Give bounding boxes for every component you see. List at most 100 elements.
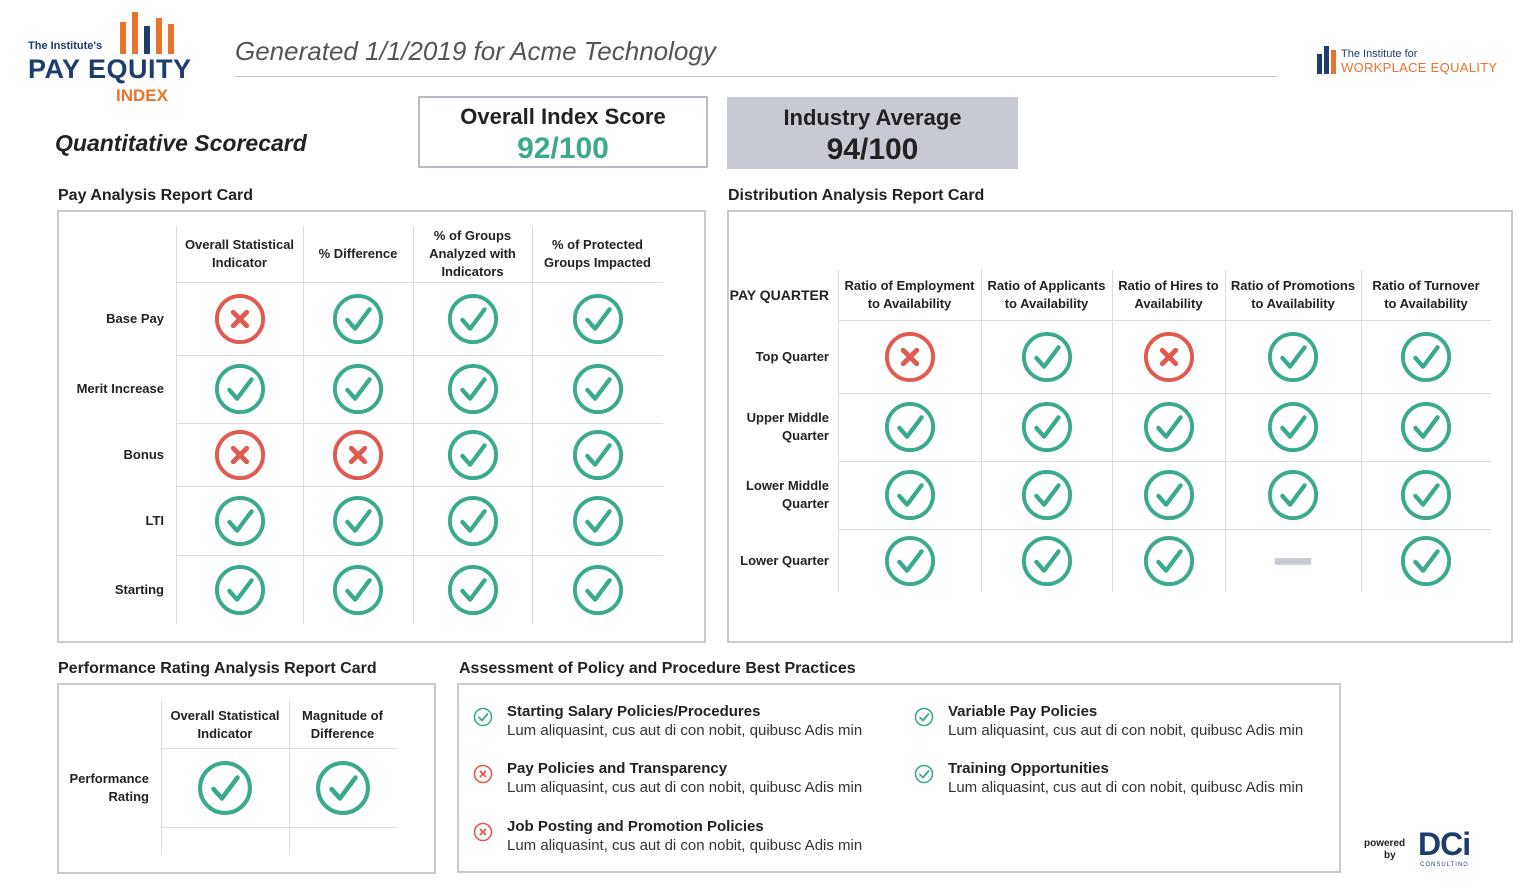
status-cell <box>214 495 266 547</box>
column-header: % Difference <box>318 246 398 261</box>
check-icon <box>572 293 623 344</box>
check-icon <box>572 363 623 415</box>
column-divider <box>289 701 290 855</box>
status-cell <box>1400 331 1452 383</box>
status-cell <box>332 293 384 345</box>
logo-index-text: INDEX <box>116 86 168 105</box>
logo-small-text: The Institute's <box>28 40 103 52</box>
status-cell <box>572 363 624 415</box>
column-divider <box>838 270 839 592</box>
status-cell <box>332 363 384 415</box>
row-label: Performance Rating <box>69 770 149 804</box>
status-cell <box>447 293 499 345</box>
status-cell <box>214 363 266 415</box>
check-icon <box>1143 401 1194 453</box>
status-cell <box>447 363 499 415</box>
status-cell <box>1267 401 1319 453</box>
status-cell <box>1400 469 1452 521</box>
status-cell <box>572 293 624 345</box>
status-cell <box>884 331 936 383</box>
practice-item: Training Opportunities Lum aliquasint, c… <box>914 760 1334 804</box>
dci-sub-text: CONSULTING <box>1420 862 1469 868</box>
pay-equity-logo: The Institute's PAY EQUITY INDEX <box>28 12 213 107</box>
practice-text: Lum aliquasint, cus aut di con nobit, qu… <box>507 779 863 796</box>
check-icon <box>198 760 252 815</box>
logo-bars-icon <box>120 12 174 54</box>
x-icon <box>1143 331 1194 382</box>
pay-analysis-card: Overall Statistical Indicator % Differenc… <box>57 210 706 643</box>
column-header: % of Groups Analyzed with Indicators <box>429 228 516 279</box>
column-header: Ratio of Promotions to Availability <box>1230 278 1356 311</box>
x-icon <box>214 429 265 480</box>
practice-title: Job Posting and Promotion Policies <box>507 818 764 835</box>
powered-text: powered <box>1364 838 1406 849</box>
check-icon <box>914 764 934 784</box>
status-cell <box>332 429 384 481</box>
status-cell <box>214 429 266 481</box>
check-icon <box>884 535 935 586</box>
check-icon <box>315 760 370 815</box>
status-cell <box>1267 469 1319 521</box>
powered-by-dci-logo: powered by DCi CONSULTING <box>1362 826 1482 870</box>
row-label: Bonus <box>123 446 164 462</box>
row-label: Top Quarter <box>755 348 829 364</box>
row-rule <box>176 423 663 424</box>
row-label: LTI <box>145 512 164 528</box>
practice-status-icon <box>473 707 493 732</box>
status-cell <box>447 495 499 547</box>
status-cell <box>332 564 384 616</box>
check-icon <box>1021 331 1072 382</box>
column-header: % of Protected Groups Impacted <box>544 237 651 270</box>
row-rule <box>838 461 1491 462</box>
row-label: Upper Middle Quarter <box>746 410 829 443</box>
row-rule <box>176 355 663 356</box>
practice-status-icon <box>914 764 934 789</box>
check-icon <box>914 707 934 727</box>
status-cell <box>1021 469 1073 521</box>
practice-text: Lum aliquasint, cus aut di con nobit, qu… <box>948 722 1304 739</box>
logo-main-text: PAY EQUITY <box>28 54 192 84</box>
check-icon <box>447 293 498 344</box>
check-icon <box>572 429 623 480</box>
x-icon <box>214 293 265 344</box>
column-divider <box>532 226 533 624</box>
check-icon <box>1400 469 1452 521</box>
header-rule <box>176 282 663 283</box>
x-icon <box>332 429 384 480</box>
status-cell <box>214 293 266 345</box>
header-rule <box>161 748 396 749</box>
distribution-analysis-card: PAY QUARTER Ratio of Employment to Availa… <box>727 210 1513 643</box>
practice-item: Pay Policies and Transparency Lum aliqua… <box>473 760 893 804</box>
status-cell <box>1267 331 1319 383</box>
industry-average-box: Industry Average 94/100 <box>727 97 1018 169</box>
column-header: Magnitude of Difference <box>302 707 383 741</box>
partner-logo: The Institute for WORKPLACE EQUALITY <box>1316 44 1506 78</box>
status-cell <box>332 495 384 547</box>
status-cell <box>1267 535 1319 587</box>
check-icon <box>332 293 384 344</box>
practices-title: Assessment of Policy and Procedure Best … <box>459 660 856 677</box>
pay-quarter-header: PAY QUARTER <box>729 287 829 303</box>
industry-average-label: Industry Average <box>783 105 962 130</box>
check-icon <box>1400 401 1452 453</box>
practice-status-icon <box>473 764 493 789</box>
check-icon <box>572 564 623 615</box>
dci-brand-text: DCi <box>1418 826 1471 862</box>
status-cell <box>884 535 936 587</box>
check-icon <box>1021 469 1072 521</box>
status-cell <box>572 564 624 616</box>
by-text: by <box>1384 850 1396 861</box>
check-icon <box>884 469 935 521</box>
status-cell <box>572 495 624 547</box>
row-label: Merit Increase <box>76 381 164 396</box>
status-cell <box>1143 331 1195 383</box>
practice-title: Starting Salary Policies/Procedures <box>507 703 761 720</box>
column-header: Ratio of Employment to Availability <box>844 278 975 311</box>
check-icon <box>447 564 498 615</box>
best-practices-card: Starting Salary Policies/Procedures Lum … <box>457 683 1341 873</box>
practice-text: Lum aliquasint, cus aut di con nobit, qu… <box>507 837 863 854</box>
column-divider <box>413 226 414 624</box>
status-cell <box>1021 401 1073 453</box>
row-label: Starting <box>114 581 164 597</box>
check-icon <box>214 363 265 415</box>
